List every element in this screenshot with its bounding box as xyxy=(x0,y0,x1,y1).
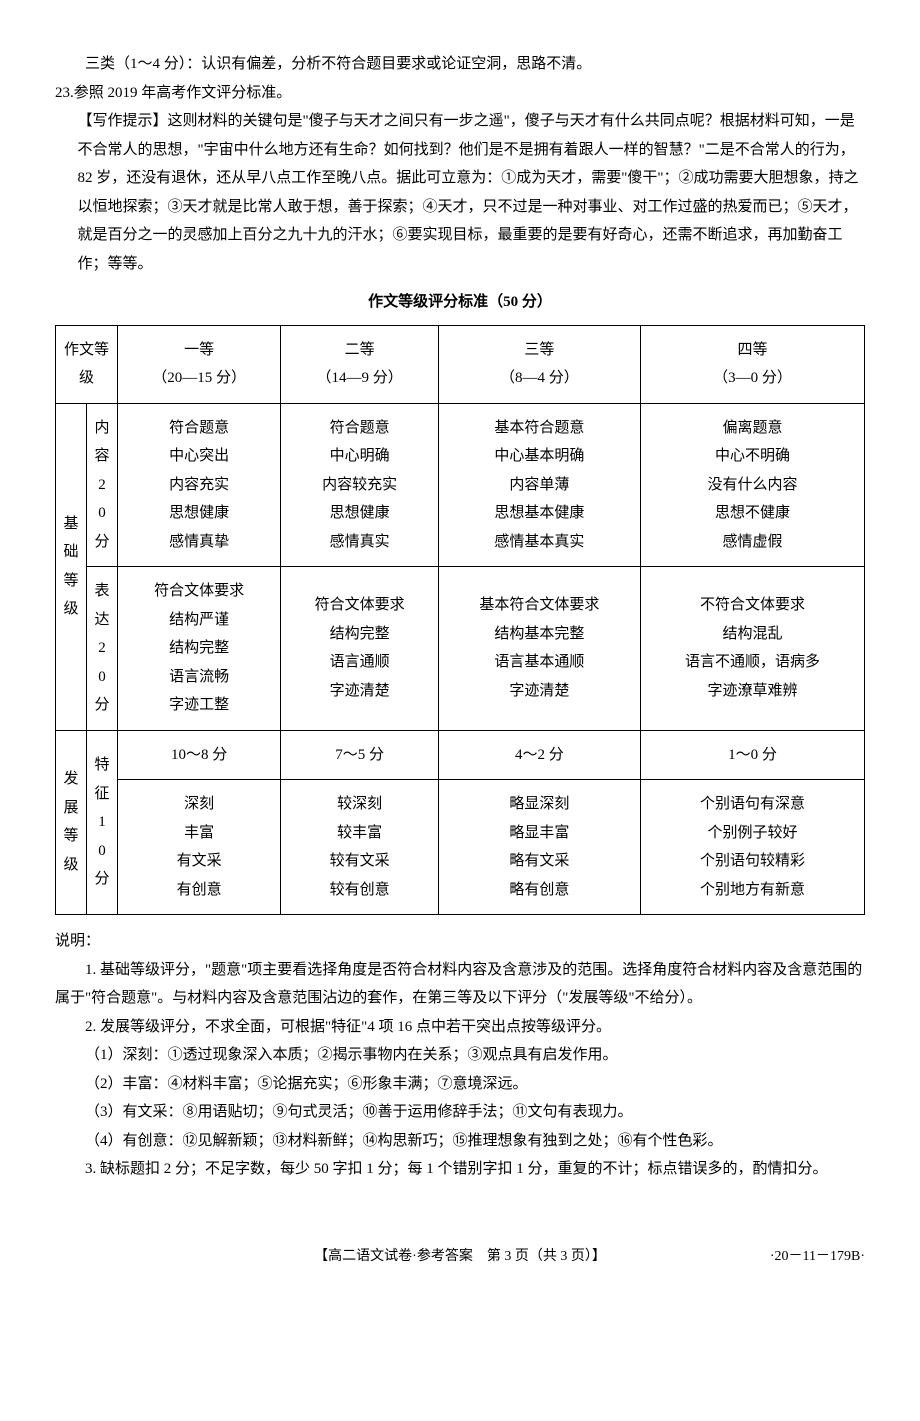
dev-c3: 略显深刻略显丰富略有文采略有创意 xyxy=(438,780,640,915)
dev-score-c3: 4～2 分 xyxy=(438,730,640,780)
base-group: 基础等级 xyxy=(56,403,87,730)
express-c3: 基本符合文体要求结构基本完整语言基本通顺字迹清楚 xyxy=(438,567,640,731)
header-col4: 四等 （3—0 分） xyxy=(640,325,864,403)
dev-c2: 较深刻较丰富较有文采较有创意 xyxy=(281,780,439,915)
header-col4b: （3—0 分） xyxy=(713,370,792,386)
rubric-table: 作文等级 一等 （20—15 分） 二等 （14—9 分） 三等 （8—4 分）… xyxy=(55,325,865,916)
dev-c1: 深刻丰富有文采有创意 xyxy=(118,780,281,915)
dev-score-c2: 7～5 分 xyxy=(281,730,439,780)
header-col3a: 三等 xyxy=(524,342,554,358)
notes-label: 说明： xyxy=(55,927,865,956)
dev-score-c1: 10～8 分 xyxy=(118,730,281,780)
dev-score-c4: 1～0 分 xyxy=(640,730,864,780)
note-2-2: （2）丰富：④材料丰富；⑤论据充实；⑥形象丰满；⑦意境深远。 xyxy=(55,1070,865,1099)
header-col3b: （8—4 分） xyxy=(500,370,579,386)
dev-row: 深刻丰富有文采有创意 较深刻较丰富较有文采较有创意 略显深刻略显丰富略有文采略有… xyxy=(56,780,865,915)
content-c2: 符合题意中心明确内容较充实思想健康感情真实 xyxy=(281,403,439,567)
note-2-1: （1）深刻：①透过现象深入本质；②揭示事物内在关系；③观点具有启发作用。 xyxy=(55,1041,865,1070)
q23-num: 23. xyxy=(55,85,74,101)
header-col2a: 二等 xyxy=(345,342,375,358)
header-col2b: （14—9 分） xyxy=(316,370,402,386)
q23-line: 23.参照 2019 年高考作文评分标准。 xyxy=(55,79,865,108)
intro-line1: 三类（1～4 分）：认识有偏差，分析不符合题目要求或论证空洞，思路不清。 xyxy=(55,50,865,79)
note-1: 1. 基础等级评分，"题意"项主要看选择角度是否符合材料内容及含意涉及的范围。选… xyxy=(55,956,865,1013)
header-col3: 三等 （8—4 分） xyxy=(438,325,640,403)
intro-line1-prefix: 三类（1～4 分）： xyxy=(85,56,201,72)
content-row: 基础等级 内容20分 符合题意中心突出内容充实思想健康感情真挚 符合题意中心明确… xyxy=(56,403,865,567)
table-header-row: 作文等级 一等 （20—15 分） 二等 （14—9 分） 三等 （8—4 分）… xyxy=(56,325,865,403)
express-c2: 符合文体要求结构完整语言通顺字迹清楚 xyxy=(281,567,439,731)
header-level: 作文等级 xyxy=(56,325,118,403)
page-footer: 【高二语文试卷·参考答案 第 3 页（共 3 页）】 ·20－11－179B· xyxy=(55,1244,865,1271)
header-col1: 一等 （20—15 分） xyxy=(118,325,281,403)
header-col2: 二等 （14—9 分） xyxy=(281,325,439,403)
express-c1: 符合文体要求结构严谨结构完整语言流畅字迹工整 xyxy=(118,567,281,731)
header-col4a: 四等 xyxy=(737,342,767,358)
dev-group: 发展等级 xyxy=(56,730,87,915)
header-col1a: 一等 xyxy=(184,342,214,358)
tip-body: 这则材料的关键句是"傻子与天才之间只有一步之遥"，傻子与天才有什么共同点呢？根据… xyxy=(78,113,859,272)
note-3: 3. 缺标题扣 2 分；不足字数，每少 50 字扣 1 分；每 1 个错别字扣 … xyxy=(55,1155,865,1184)
content-c4: 偏离题意中心不明确没有什么内容思想不健康感情虚假 xyxy=(640,403,864,567)
writing-tip: 【写作提示】这则材料的关键句是"傻子与天才之间只有一步之遥"，傻子与天才有什么共… xyxy=(55,107,865,278)
content-group: 内容20分 xyxy=(87,403,118,567)
intro-line1-body: 认识有偏差，分析不符合题目要求或论证空洞，思路不清。 xyxy=(201,56,591,72)
content-c3: 基本符合题意中心基本明确内容单薄思想基本健康感情基本真实 xyxy=(438,403,640,567)
tip-label: 【写作提示】 xyxy=(78,113,168,129)
express-c4: 不符合文体要求结构混乱语言不通顺，语病多字迹潦草难辨 xyxy=(640,567,864,731)
note-2-3: （3）有文采：⑧用语贴切；⑨句式灵活；⑩善于运用修辞手法；⑪文句有表现力。 xyxy=(55,1098,865,1127)
note-2: 2. 发展等级评分，不求全面，可根据"特征"4 项 16 点中若干突出点按等级评… xyxy=(55,1013,865,1042)
footer-center: 【高二语文试卷·参考答案 第 3 页（共 3 页）】 xyxy=(314,1249,606,1264)
dev-c4: 个别语句有深意个别例子较好个别语句较精彩个别地方有新意 xyxy=(640,780,864,915)
q23-body: 参照 2019 年高考作文评分标准。 xyxy=(74,85,292,101)
feature-group: 特征10分 xyxy=(87,730,118,915)
content-c1: 符合题意中心突出内容充实思想健康感情真挚 xyxy=(118,403,281,567)
express-row: 表达20分 符合文体要求结构严谨结构完整语言流畅字迹工整 符合文体要求结构完整语… xyxy=(56,567,865,731)
dev-score-row: 发展等级 特征10分 10～8 分 7～5 分 4～2 分 1～0 分 xyxy=(56,730,865,780)
express-group: 表达20分 xyxy=(87,567,118,731)
footer-right: ·20－11－179B· xyxy=(770,1244,865,1271)
note-2-4: （4）有创意：⑫见解新颖；⑬材料新鲜；⑭构思新巧；⑮推理想象有独到之处；⑯有个性… xyxy=(55,1127,865,1156)
rubric-title: 作文等级评分标准（50 分） xyxy=(55,288,865,317)
header-col1b: （20—15 分） xyxy=(152,370,246,386)
